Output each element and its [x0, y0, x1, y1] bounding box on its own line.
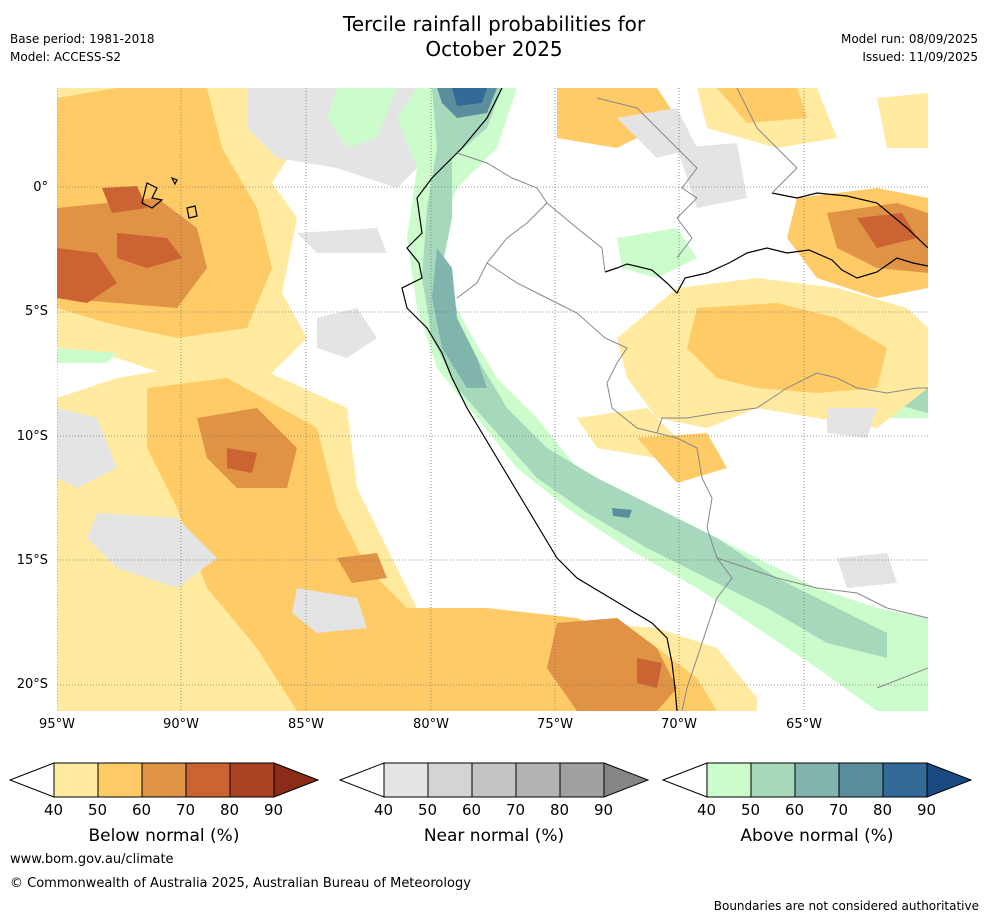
- lon-label-70w: 70°W: [661, 717, 697, 732]
- colorbar-near: [338, 762, 650, 798]
- cb-above-tick-80: 80: [873, 801, 893, 819]
- title-line-1: Tercile rainfall probabilities for: [342, 12, 646, 36]
- cb-above-tick-50: 50: [741, 801, 761, 819]
- lon-label-65w: 65°W: [786, 717, 822, 732]
- model-name: Model: ACCESS-S2: [10, 50, 122, 64]
- lon-label-95w: 95°W: [39, 717, 75, 732]
- lon-label-75w: 75°W: [537, 717, 573, 732]
- map-title: Tercile rainfall probabilities for Octob…: [0, 12, 988, 62]
- meta-left: Base period: 1981-2018 Model: ACCESS-S2: [10, 30, 155, 66]
- cb-below-tick-70: 70: [176, 801, 196, 819]
- cb-near-tick-80: 80: [550, 801, 570, 819]
- disclaimer-text: Boundaries are not considered authoritat…: [713, 899, 979, 913]
- title-line-2: October 2025: [425, 37, 563, 61]
- cb-below-tick-50: 50: [88, 801, 108, 819]
- cb-above-tick-60: 60: [785, 801, 805, 819]
- lon-label-90w: 90°W: [163, 717, 199, 732]
- meta-right: Model run: 08/09/2025 Issued: 11/09/2025: [841, 30, 978, 66]
- colorbar-below: [8, 762, 320, 798]
- cb-below-title: Below normal (%): [88, 826, 240, 846]
- model-run: Model run: 08/09/2025: [840, 32, 978, 46]
- cb-below-tick-60: 60: [132, 801, 152, 819]
- cb-near-tick-60: 60: [462, 801, 482, 819]
- issued-date: Issued: 11/09/2025: [862, 50, 978, 64]
- copyright-text: © Commonwealth of Australia 2025, Austra…: [10, 876, 471, 891]
- cb-above-title: Above normal (%): [740, 826, 894, 846]
- cb-above-tick-70: 70: [829, 801, 849, 819]
- graticule: [57, 88, 928, 711]
- lat-label-10s: 10°S: [16, 429, 48, 444]
- country-borders: [456, 88, 928, 711]
- lat-label-20s: 20°S: [16, 677, 48, 692]
- colorbar-above: [661, 762, 973, 798]
- cb-below-tick-80: 80: [220, 801, 240, 819]
- lon-label-80w: 80°W: [413, 717, 449, 732]
- website-link[interactable]: www.bom.gov.au/climate: [10, 852, 174, 867]
- lat-label-15s: 15°S: [16, 553, 48, 568]
- base-period: Base period: 1981-2018: [10, 32, 155, 46]
- cb-above-tick-40: 40: [697, 801, 717, 819]
- map-fills: [57, 88, 928, 711]
- lon-label-85w: 85°W: [288, 717, 324, 732]
- cb-near-tick-70: 70: [506, 801, 526, 819]
- cb-below-tick-40: 40: [44, 801, 64, 819]
- cb-near-tick-90: 90: [594, 801, 614, 819]
- cb-below-tick-90: 90: [264, 801, 284, 819]
- coastline: [141, 88, 928, 711]
- probability-map: [57, 88, 928, 711]
- cb-near-title: Near normal (%): [423, 826, 565, 846]
- lat-label-0: 0°: [33, 180, 48, 195]
- cb-near-tick-50: 50: [418, 801, 438, 819]
- lat-label-5s: 5°S: [24, 304, 48, 319]
- cb-above-tick-90: 90: [917, 801, 937, 819]
- cb-near-tick-40: 40: [374, 801, 394, 819]
